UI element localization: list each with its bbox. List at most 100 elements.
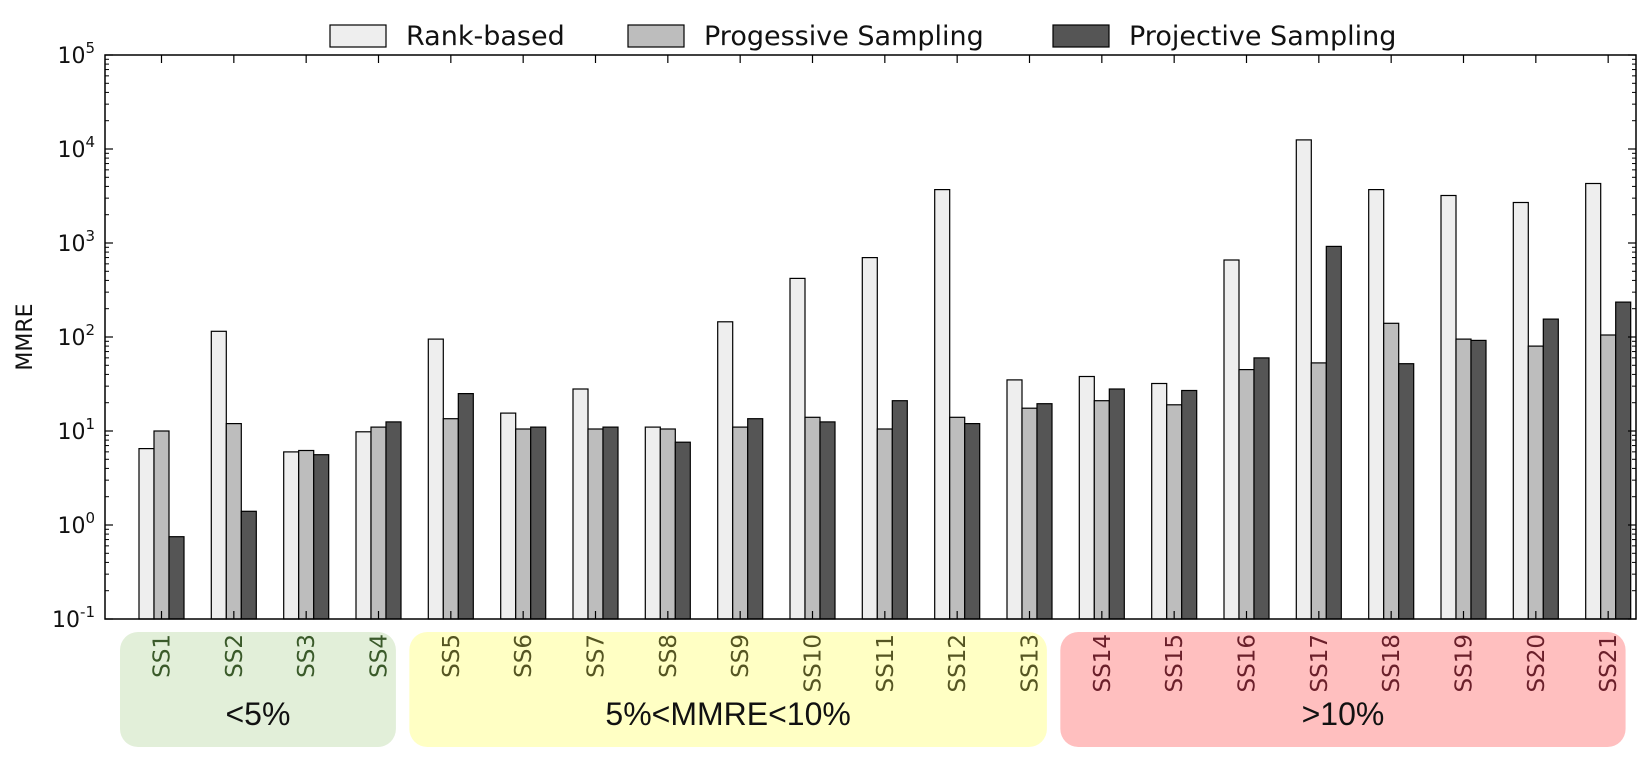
group-label: >10%: [1302, 696, 1385, 732]
group-bands: <5% 5%<MMRE<10% >10%: [120, 632, 1626, 747]
bar-ss18-progessive-sampling: [1383, 322, 1400, 620]
legend-swatch: [1052, 24, 1110, 48]
category-label-ss9: SS9: [728, 634, 754, 678]
bar-ss9-projective-sampling: [747, 418, 764, 620]
y-tick-label: 100: [57, 509, 95, 539]
group-label: <5%: [225, 696, 290, 732]
bar-ss17-projective-sampling: [1325, 245, 1342, 620]
category-label-ss12: SS12: [945, 634, 971, 692]
bar-ss14-progessive-sampling: [1093, 400, 1110, 620]
category-label-ss17: SS17: [1307, 634, 1333, 692]
group-band: [1060, 632, 1626, 747]
bar-ss11-rank-based: [861, 257, 878, 620]
bar-ss19-progessive-sampling: [1455, 338, 1472, 620]
bar-ss4-projective-sampling: [385, 421, 402, 620]
bar-ss18-rank-based: [1368, 189, 1385, 620]
bar-ss6-rank-based: [500, 412, 517, 620]
bar-ss6-projective-sampling: [530, 426, 547, 620]
bar-ss16-rank-based: [1223, 259, 1240, 620]
category-label-ss21: SS21: [1596, 634, 1622, 692]
legend-swatch: [627, 24, 685, 48]
bar-ss9-progessive-sampling: [732, 426, 749, 620]
bar-ss13-projective-sampling: [1036, 403, 1053, 620]
bar-ss21-progessive-sampling: [1600, 334, 1617, 620]
bar-ss8-progessive-sampling: [659, 428, 676, 620]
bar-ss4-progessive-sampling: [370, 426, 387, 620]
y-tick-label: 101: [57, 415, 95, 445]
y-tick-labels: 10-1 100 101 102 103 104 105: [52, 39, 95, 633]
bar-ss10-projective-sampling: [819, 421, 836, 620]
bar-ss12-projective-sampling: [964, 423, 981, 620]
bar-ss18-projective-sampling: [1398, 363, 1415, 620]
category-label-ss8: SS8: [656, 634, 682, 678]
bar-ss11-progessive-sampling: [876, 428, 893, 620]
bar-ss3-projective-sampling: [313, 454, 330, 620]
bar-ss15-projective-sampling: [1181, 389, 1198, 620]
bar-ss20-projective-sampling: [1542, 318, 1559, 620]
bar-ss10-rank-based: [789, 277, 806, 620]
bar-ss5-progessive-sampling: [442, 418, 459, 620]
bar-ss11-projective-sampling: [891, 400, 908, 620]
bar-ss16-projective-sampling: [1253, 357, 1270, 620]
category-label-ss5: SS5: [439, 634, 465, 678]
bar-ss12-progessive-sampling: [949, 416, 966, 620]
y-tick-label: 102: [57, 321, 95, 351]
bar-ss10-progessive-sampling: [804, 416, 821, 620]
bar-ss3-rank-based: [283, 451, 300, 620]
legend: Rank-based Progessive Sampling Projective …: [329, 21, 1396, 52]
category-label-ss6: SS6: [511, 634, 537, 678]
y-tick-label: 10-1: [52, 603, 95, 633]
bar-ss14-rank-based: [1078, 375, 1095, 620]
y-tick-label: 104: [57, 133, 95, 163]
category-labels: SS1 SS2 SS3 SS4 SS5 SS6 SS7 SS8 SS9 SS10 SS11 SS12 S…: [150, 634, 1623, 692]
bar-ss9-rank-based: [717, 321, 734, 620]
group-band: [409, 632, 1047, 747]
bar-ss3-progessive-sampling: [298, 449, 315, 620]
category-label-ss18: SS18: [1379, 634, 1405, 692]
y-tick-label: 105: [57, 39, 95, 69]
bar-ss21-rank-based: [1585, 182, 1602, 620]
bar-ss19-projective-sampling: [1470, 339, 1487, 620]
legend-label: Rank-based: [406, 21, 565, 52]
legend-swatch: [329, 24, 387, 48]
category-label-ss14: SS14: [1090, 634, 1116, 692]
y-axis-label: MMRE: [13, 303, 38, 370]
y-tick-label: 103: [57, 227, 95, 257]
bar-ss20-rank-based: [1512, 201, 1529, 620]
bar-ss13-progessive-sampling: [1021, 407, 1038, 620]
bar-ss5-projective-sampling: [457, 393, 474, 620]
bar-ss7-projective-sampling: [602, 426, 619, 620]
category-label-ss15: SS15: [1162, 634, 1188, 692]
bar-ss1-projective-sampling: [168, 536, 185, 620]
category-label-ss10: SS10: [801, 634, 827, 692]
category-label-ss1: SS1: [150, 634, 176, 678]
bar-ss19-rank-based: [1440, 194, 1457, 620]
bar-ss1-rank-based: [138, 448, 155, 620]
bar-ss6-progessive-sampling: [515, 428, 532, 620]
category-label-ss11: SS11: [873, 634, 899, 692]
bar-ss12-rank-based: [934, 189, 951, 620]
bar-ss21-projective-sampling: [1615, 301, 1632, 620]
legend-label: Projective Sampling: [1129, 21, 1396, 52]
bar-ss15-rank-based: [1151, 382, 1168, 620]
bar-ss1-progessive-sampling: [153, 430, 170, 620]
axis-ticks: [105, 54, 1636, 620]
bar-ss17-progessive-sampling: [1310, 362, 1327, 620]
group-label: 5%<MMRE<10%: [605, 696, 850, 732]
bars: [138, 139, 1632, 620]
bar-ss7-rank-based: [572, 388, 589, 620]
category-label-ss16: SS16: [1235, 634, 1261, 692]
bar-ss2-projective-sampling: [240, 510, 257, 620]
category-label-ss13: SS13: [1018, 634, 1044, 692]
bar-ss5-rank-based: [427, 338, 444, 620]
bar-ss2-rank-based: [210, 330, 227, 620]
category-label-ss3: SS3: [294, 634, 320, 678]
category-label-ss20: SS20: [1524, 634, 1550, 692]
bar-ss13-rank-based: [1006, 379, 1023, 620]
bar-ss20-progessive-sampling: [1527, 345, 1544, 620]
bar-ss14-projective-sampling: [1108, 388, 1125, 620]
bar-ss15-progessive-sampling: [1166, 404, 1183, 620]
bar-ss8-rank-based: [644, 426, 661, 620]
category-label-ss4: SS4: [367, 634, 393, 678]
